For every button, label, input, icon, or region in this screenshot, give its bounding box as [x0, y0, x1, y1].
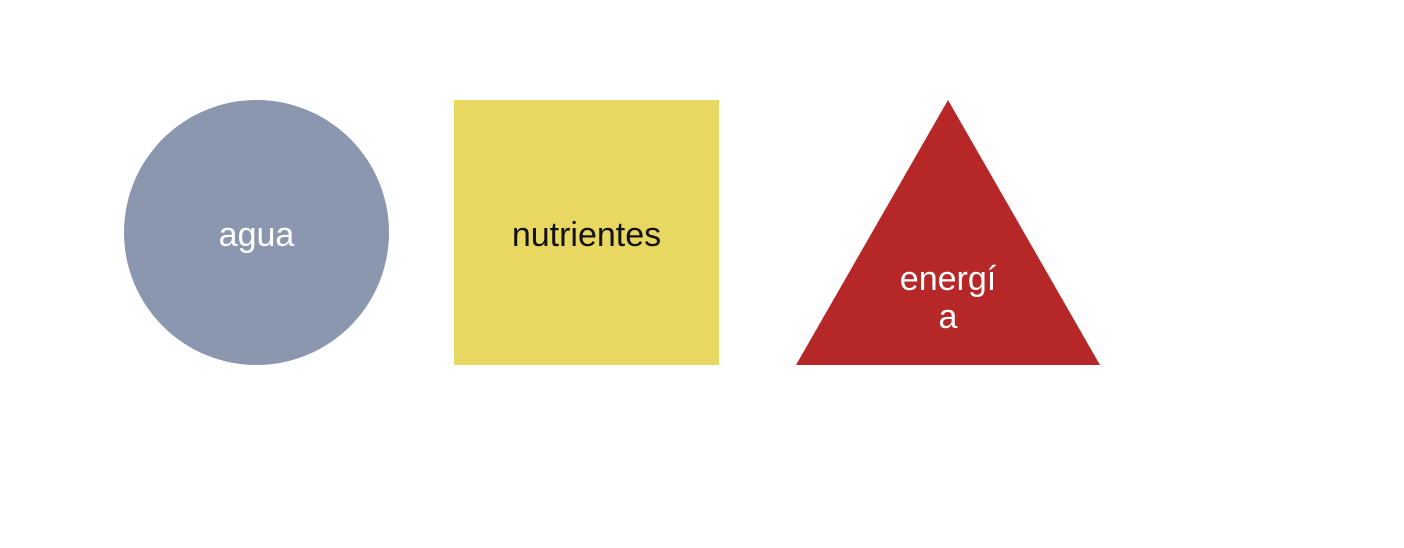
nutrients-square: nutrientes	[454, 100, 719, 365]
nutrients-label: nutrientes	[511, 215, 662, 254]
energy-label: energí a	[899, 260, 997, 336]
triangle-shape	[796, 100, 1100, 365]
triangle-graphic	[796, 100, 1100, 365]
water-label: agua	[218, 215, 295, 254]
energy-triangle: energí a	[796, 100, 1100, 365]
water-circle: agua	[124, 100, 389, 365]
